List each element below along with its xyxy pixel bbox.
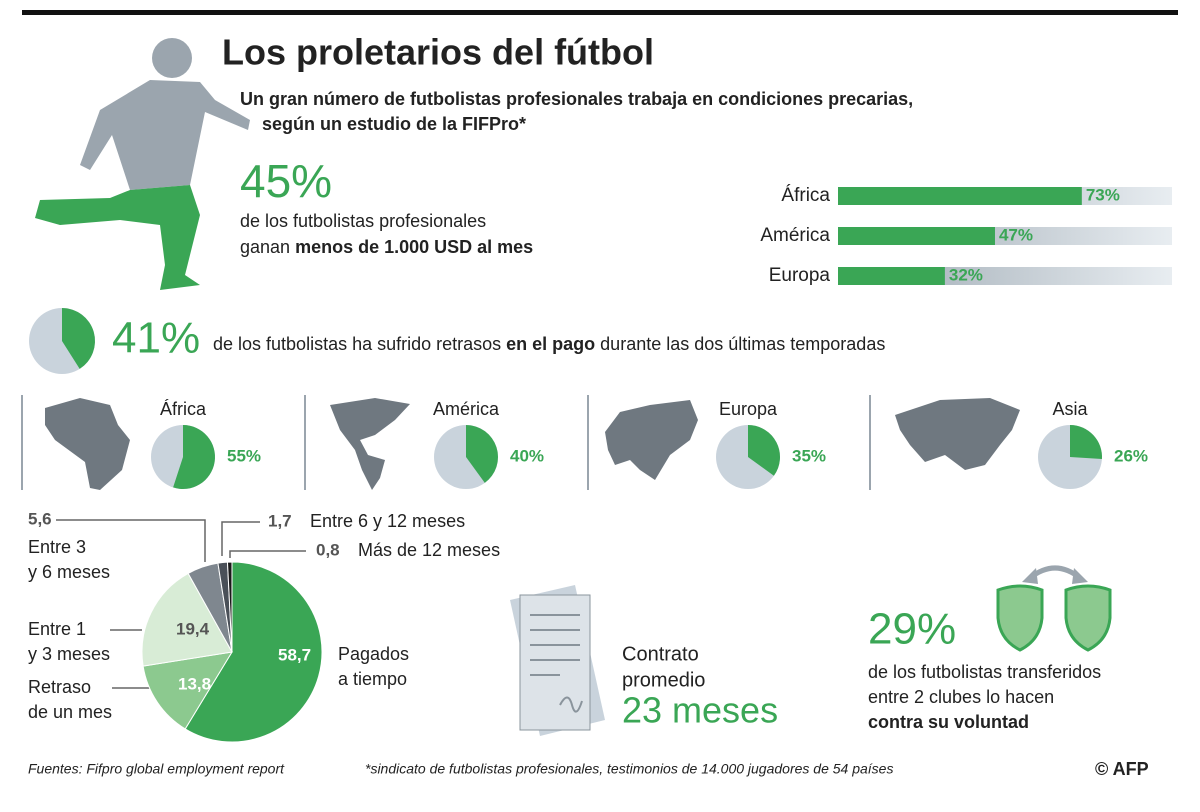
text-segment: contra su voluntad — [868, 712, 1029, 732]
pie-category-label: Más de 12 meses — [358, 540, 500, 560]
stat-text: de los futbolistas profesionales — [240, 211, 486, 231]
bar-value-label: 73% — [1086, 185, 1120, 204]
dividers — [21, 395, 871, 490]
pie-category-label: Entre 3 — [28, 537, 86, 557]
pie-slice — [141, 572, 233, 667]
region-label: América — [433, 399, 500, 419]
contract-text: promedio — [622, 669, 705, 691]
bar-category-label: África — [781, 185, 830, 206]
pie-value-label: 19,4 — [176, 619, 210, 638]
bar-value-label: 47% — [999, 225, 1033, 244]
subtitle: según un estudio de la FIFPro* — [262, 114, 526, 134]
pie-category-label: a tiempo — [338, 669, 407, 689]
pie-value-label: 1,7 — [268, 511, 292, 530]
pie-slice — [184, 561, 323, 743]
pie-value-label: 13,8 — [178, 674, 211, 693]
pie-category-label: Entre 1 — [28, 619, 86, 639]
text-segment: de los futbolistas profesionales — [240, 211, 486, 231]
stat-text: entre 2 clubes lo hacen — [868, 687, 1054, 707]
pie-slice — [1070, 425, 1103, 460]
text-segment: entre 2 clubes lo hacen — [868, 687, 1054, 707]
pie-category-label: y 6 meses — [28, 562, 110, 582]
pie-category-label: de un mes — [28, 702, 112, 722]
pie-slice — [62, 308, 95, 369]
text-segment: ganan — [240, 237, 295, 257]
footer-note: *sindicato de futbolistas profesionales,… — [365, 761, 893, 777]
contract-figure: 23 meses — [622, 690, 778, 731]
pie-category-label: Retraso — [28, 677, 91, 697]
stat-text: de los futbolistas transferidos — [868, 662, 1101, 682]
footer-source: Fuentes: Fifpro global employment report — [28, 761, 285, 777]
pie-slice — [466, 425, 499, 483]
pie-value-label: 35% — [792, 446, 826, 465]
pie-value-label: 40% — [510, 446, 544, 465]
bar-category-label: América — [760, 225, 830, 246]
pie-text: de los futbolistas ha sufrido retrasos e… — [213, 334, 885, 354]
pie-slice — [748, 425, 780, 476]
pie-value-label: 55% — [227, 446, 261, 465]
document-icon — [510, 585, 605, 736]
title: Los proletarios del fútbol — [222, 32, 654, 73]
stat-figure: 45% — [240, 155, 332, 207]
bar — [838, 267, 945, 285]
region-label: Europa — [719, 399, 778, 419]
text-segment: menos de 1.000 USD al mes — [295, 237, 533, 257]
text-segment: de los futbolistas ha sufrido retrasos — [213, 334, 506, 354]
maps — [45, 398, 1020, 490]
bar-category-label: Europa — [769, 265, 831, 286]
player-silhouette — [35, 38, 250, 290]
stat-figure: 29% — [868, 605, 956, 654]
bar — [838, 227, 995, 245]
text-segment: de los futbolistas transferidos — [868, 662, 1101, 682]
region-label: África — [160, 399, 207, 419]
top-rule — [22, 10, 1178, 15]
pie-category-label: Pagados — [338, 644, 409, 664]
text-segment: en el pago — [506, 334, 595, 354]
pie-slice — [142, 651, 233, 730]
region-label: Asia — [1052, 399, 1088, 419]
stat-text: contra su voluntad — [868, 712, 1029, 732]
text-segment: durante las dos últimas temporadas — [595, 334, 885, 354]
pie-slice — [226, 561, 233, 653]
bar-value-label: 32% — [949, 265, 983, 284]
bar — [838, 187, 1082, 205]
subtitle: Un gran número de futbolistas profesiona… — [240, 89, 913, 109]
contract-text: Contrato — [622, 643, 699, 665]
pie-value-label: 5,6 — [28, 509, 52, 528]
pie-category-label: y 3 meses — [28, 644, 110, 664]
pie-value-label: 0,8 — [316, 540, 340, 559]
shields-icon — [996, 565, 1112, 652]
pie-value-label: 26% — [1114, 446, 1148, 465]
pie-slice — [173, 425, 215, 490]
leader-lines — [56, 519, 306, 689]
footer-credit: © AFP — [1095, 759, 1149, 779]
stat-text: ganan menos de 1.000 USD al mes — [240, 237, 533, 257]
pie-value-label: 41% — [112, 314, 200, 363]
pie-value-label: 58,7 — [278, 645, 311, 664]
pie-category-label: Entre 6 y 12 meses — [310, 511, 465, 531]
